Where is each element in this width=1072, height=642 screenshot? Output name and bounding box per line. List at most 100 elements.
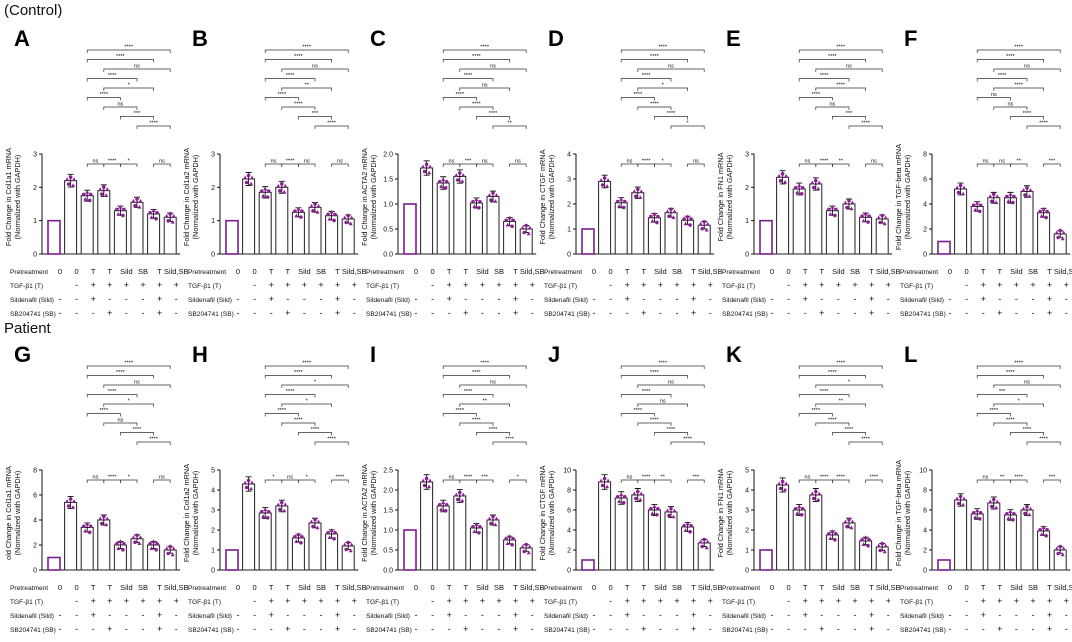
- condition-mark: -: [709, 610, 712, 620]
- data-point: [456, 497, 460, 502]
- condition-mark: +: [981, 610, 986, 620]
- condition-mark: +: [335, 624, 340, 634]
- y-tick-label: 3: [211, 508, 215, 515]
- condition-mark: -: [609, 294, 612, 304]
- condition-mark: -: [175, 308, 178, 318]
- significance-label: ****: [286, 73, 296, 79]
- significance-label: ****: [108, 475, 118, 481]
- condition-mark: +: [124, 596, 129, 606]
- condition-mark: -: [498, 308, 501, 318]
- data-point: [1060, 236, 1065, 241]
- data-point: [863, 211, 868, 216]
- condition-mark: -: [642, 610, 645, 620]
- group-label: T: [91, 583, 96, 592]
- data-point: [882, 549, 887, 554]
- data-point: [988, 194, 993, 199]
- condition-mark: +: [447, 280, 452, 290]
- group-label: T: [1047, 583, 1052, 592]
- data-point: [266, 510, 271, 514]
- panel-letter: L: [904, 342, 918, 367]
- condition-mark: +: [107, 280, 112, 290]
- data-point: [876, 543, 881, 548]
- significance-bracket: [153, 163, 171, 167]
- data-point: [777, 481, 782, 486]
- data-point: [104, 193, 109, 197]
- data-point: [100, 521, 104, 526]
- significance-label: ****: [658, 361, 668, 367]
- data-point: [1011, 200, 1015, 205]
- condition-mark: -: [253, 610, 256, 620]
- condition-row-label: Pretreatment: [10, 585, 48, 592]
- data-point: [878, 548, 882, 553]
- bar: [987, 197, 1001, 255]
- data-point: [702, 537, 706, 542]
- bar: [954, 188, 968, 255]
- significance-label: ****: [286, 159, 296, 165]
- y-tick-label: 8: [567, 488, 571, 495]
- data-point: [522, 549, 526, 554]
- data-point: [443, 509, 448, 513]
- significance-bracket: [442, 97, 477, 101]
- condition-mark: +: [335, 280, 340, 290]
- bar: [225, 219, 239, 255]
- data-point: [867, 538, 871, 542]
- data-point: [299, 215, 303, 219]
- data-point: [828, 211, 833, 216]
- bar: [64, 180, 78, 255]
- significance-bracket: [86, 375, 154, 379]
- condition-mark: +: [157, 596, 162, 606]
- condition-mark: -: [270, 308, 273, 318]
- significance-label: ****: [294, 418, 304, 424]
- data-point: [1038, 528, 1042, 532]
- significance-label: ns: [991, 92, 997, 98]
- bar: [809, 494, 823, 571]
- significance-bracket: [136, 441, 171, 445]
- condition-mark: -: [481, 624, 484, 634]
- data-point: [1021, 506, 1026, 511]
- condition-mark: +: [335, 308, 340, 318]
- bar: [275, 186, 289, 255]
- significance-label: ****: [455, 408, 465, 414]
- condition-mark: -: [59, 294, 62, 304]
- condition-mark: -: [353, 294, 356, 304]
- condition-mark: -: [481, 308, 484, 318]
- condition-mark: +: [691, 280, 696, 290]
- y-tick-label: 4: [211, 488, 215, 495]
- condition-mark: +: [269, 596, 274, 606]
- significance-bracket: [86, 78, 138, 82]
- data-point: [246, 173, 251, 178]
- data-point: [342, 542, 347, 547]
- condition-mark: -: [1065, 294, 1068, 304]
- condition-mark: -: [709, 294, 712, 304]
- data-point: [956, 501, 961, 506]
- condition-mark: -: [92, 308, 95, 318]
- condition-row-label: SB204741 (SB): [10, 311, 56, 318]
- data-point: [458, 490, 462, 495]
- chart-J: 0246810****************nsns*************…: [544, 361, 723, 634]
- data-point: [1027, 194, 1032, 198]
- group-label: 0: [592, 583, 596, 592]
- group-label: T: [286, 267, 291, 276]
- data-point: [639, 189, 644, 194]
- y-tick-label: 4: [923, 528, 927, 535]
- data-point: [962, 185, 967, 190]
- significance-bracket: [815, 403, 866, 407]
- y-tick-label: 3: [33, 152, 37, 159]
- group-label: Sild,SB: [164, 583, 189, 592]
- data-point: [847, 517, 851, 522]
- condition-mark: +: [302, 596, 307, 606]
- chart-C: 0.00.51.01.52.0****************nsns*****…: [366, 45, 545, 318]
- data-point: [83, 196, 88, 201]
- condition-mark: -: [771, 294, 774, 304]
- data-point: [293, 535, 297, 539]
- condition-mark: -: [270, 624, 273, 634]
- data-point: [478, 200, 482, 204]
- significance-bracket: [298, 116, 332, 120]
- significance-bracket: [832, 432, 866, 436]
- data-point: [1021, 188, 1026, 192]
- data-point: [282, 508, 287, 513]
- data-point: [138, 198, 143, 203]
- significance-label: **: [661, 475, 666, 481]
- significance-label: ****: [820, 389, 830, 395]
- condition-mark: -: [804, 624, 807, 634]
